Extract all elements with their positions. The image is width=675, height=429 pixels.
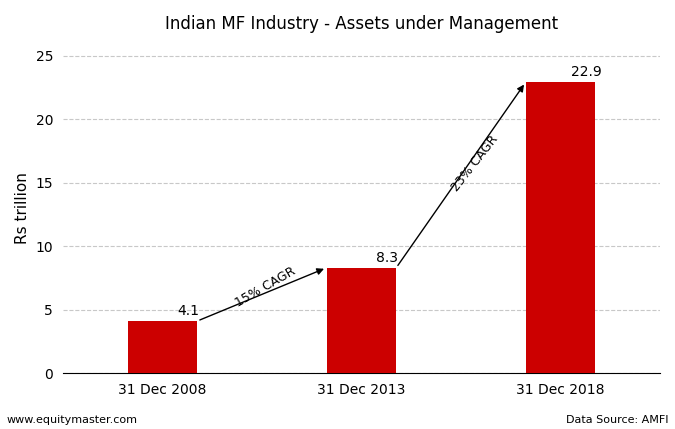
Bar: [526, 82, 595, 373]
Bar: [327, 268, 396, 373]
Text: Data Source: AMFI: Data Source: AMFI: [566, 415, 668, 425]
Text: 15% CAGR: 15% CAGR: [234, 264, 298, 309]
Text: 4.1: 4.1: [178, 304, 199, 318]
Title: Indian MF Industry - Assets under Management: Indian MF Industry - Assets under Manage…: [165, 15, 558, 33]
Text: 8.3: 8.3: [377, 251, 398, 265]
Text: 23% CAGR: 23% CAGR: [449, 133, 501, 194]
Text: 22.9: 22.9: [571, 65, 601, 79]
Y-axis label: Rs trillion: Rs trillion: [15, 172, 30, 244]
Bar: [128, 321, 197, 373]
Text: www.equitymaster.com: www.equitymaster.com: [7, 415, 138, 425]
